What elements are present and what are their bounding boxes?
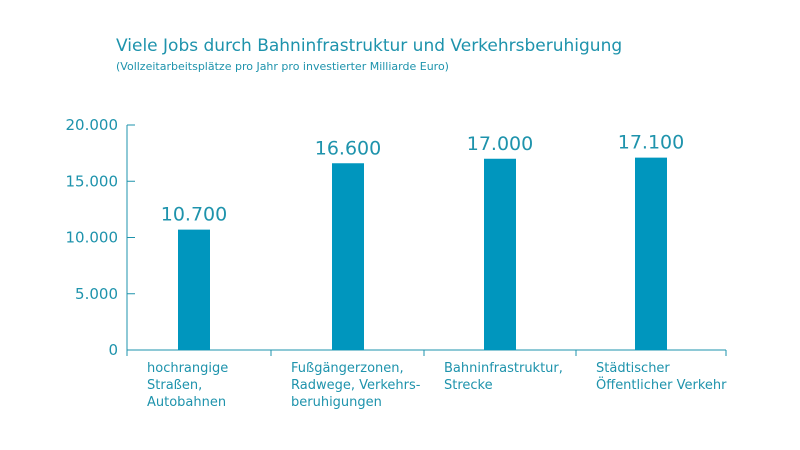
x-tick-label: Autobahnen (147, 395, 226, 410)
chart-title: Viele Jobs durch Bahninfrastruktur und V… (116, 36, 623, 56)
chart-subtitle: (Vollzeitarbeitsplätze pro Jahr pro inve… (116, 60, 449, 73)
data-label: 16.600 (315, 137, 381, 159)
x-tick-label: Öffentlicher Verkehr (596, 376, 727, 393)
y-tick-label: 0 (108, 341, 118, 359)
y-tick-label: 10.000 (66, 229, 119, 247)
y-tick-label: 5.000 (75, 285, 118, 303)
x-tick-label: Bahninfrastruktur, (444, 361, 563, 376)
bar (484, 158, 516, 350)
x-tick-label: Strecke (444, 378, 493, 393)
bar (332, 163, 364, 350)
x-tick-label: Straßen, (147, 378, 202, 393)
bar (178, 229, 210, 350)
x-tick-label: beruhigungen (291, 395, 382, 410)
y-tick-label: 20.000 (66, 116, 119, 134)
x-tick-label: Radwege, Verkehrs- (291, 378, 421, 393)
x-tick-label: Fußgängerzonen, (291, 361, 404, 376)
bar (635, 157, 667, 350)
data-label: 17.000 (467, 133, 533, 155)
x-tick-label: hochrangige (147, 361, 228, 376)
data-label: 10.700 (161, 204, 227, 226)
data-label: 17.100 (618, 132, 684, 154)
x-tick-label: Städtischer (596, 361, 670, 376)
y-tick-label: 15.000 (66, 172, 119, 190)
